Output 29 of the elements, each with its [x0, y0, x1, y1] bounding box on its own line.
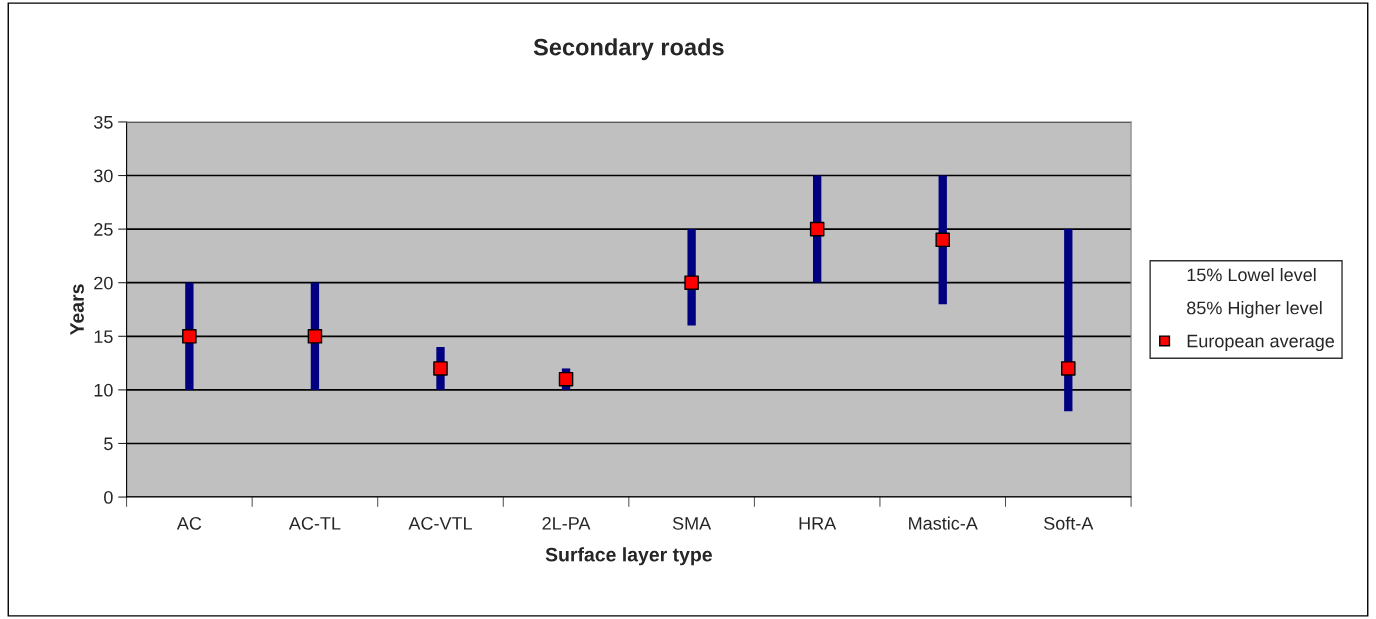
x-tick-label: AC-VTL — [408, 516, 472, 530]
x-axis-title: Surface layer type — [545, 547, 712, 566]
x-tick-label: SMA — [672, 516, 712, 530]
x-tick-label: Soft-A — [1044, 516, 1094, 530]
text: 15% Lowel level — [1187, 268, 1316, 282]
point — [307, 329, 323, 344]
legend-label: European average — [1187, 334, 1335, 351]
y-tick-label: 0 — [104, 490, 113, 504]
point — [182, 329, 197, 344]
point — [433, 361, 448, 376]
y-axis-title: Years — [70, 284, 84, 336]
text: 85% Higher level — [1187, 301, 1322, 318]
x-tick-label: AC — [176, 516, 202, 530]
x-tick-label: Mastic-A — [909, 516, 978, 530]
chart-title: Secondary roads — [533, 38, 724, 61]
x-tick-label: 2L-PA — [542, 516, 591, 530]
y-tick-label: 20 — [94, 276, 113, 290]
y-tick-label: 30 — [94, 169, 113, 183]
point — [1061, 361, 1076, 376]
y-tick-label: 5 — [104, 437, 113, 451]
y-tick-label: 35 — [94, 115, 113, 129]
point — [809, 221, 825, 237]
y-tick-label: 25 — [94, 223, 113, 236]
y-tick-label: 15 — [94, 330, 113, 344]
point — [684, 275, 699, 290]
y-tick-label: 10 — [94, 383, 113, 397]
x-tick-label: HRA — [799, 517, 837, 530]
x-tick-label: AC-TL — [288, 516, 341, 530]
point — [935, 232, 951, 248]
